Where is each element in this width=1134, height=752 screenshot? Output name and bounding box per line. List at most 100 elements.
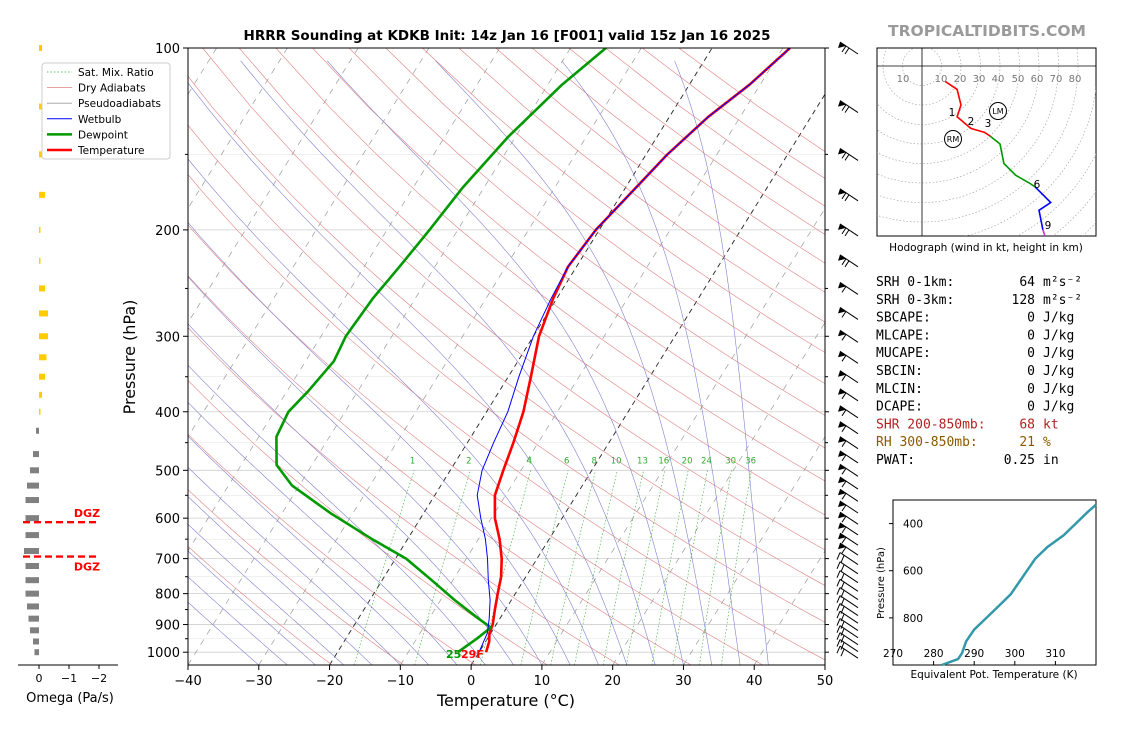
wind-barb-feather [845,230,849,236]
omega-x-tick-label: −2 [91,672,107,685]
legend-entry: Wetbulb [78,114,122,126]
moist-adiabat-line [241,61,655,665]
mixing-ratio-label: 13 [637,457,648,467]
x-tick-label: 40 [746,674,763,689]
index-label: SBCAPE: [876,311,931,326]
isotherm-line [471,48,854,665]
legend-entry: Sat. Mix. Ratio [78,67,154,79]
wind-barb [837,553,858,565]
wind-barb-staff [840,389,858,401]
mixing-ratio-line [721,470,751,665]
wind-barb-feather [837,571,840,578]
wind-barb [838,189,858,201]
hodograph-rm-label: RM [947,135,960,144]
hodograph-ring-label: 70 [1050,74,1063,85]
surface-dewpoint-label: 25 [446,648,461,661]
index-label: SRH 0-1km: [876,275,954,290]
legend-entry: Dry Adiabats [78,83,146,95]
wind-barb-staff [840,464,858,476]
mixing-ratio-label: 10 [611,457,622,467]
wind-barb [837,571,858,583]
y-tick-label: 300 [155,330,180,345]
isotherm-line [542,48,925,665]
index-value: 0 [1027,346,1035,361]
omega-bar [33,638,39,644]
index-unit: J/kg [1043,311,1074,326]
wind-barb-staff [840,351,858,363]
wind-barb-staff [840,282,858,294]
wind-barb-feather [837,640,840,647]
wind-barb-staff [840,543,858,555]
dry-adiabat-line [129,48,906,665]
index-label: MLCIN: [876,382,923,397]
wind-barb-staff [840,406,858,418]
x-tick-label: 50 [817,674,834,689]
omega-x-tick-label: 0 [36,672,43,685]
omega-x-axis-label: Omega (Pa/s) [26,691,114,706]
omega-bar [39,258,41,264]
hodograph-height-label: 6 [1034,179,1041,191]
isotherm-line [330,48,713,665]
x-tick-label: −20 [316,674,343,689]
wind-barb [838,224,858,236]
isotherm-line [259,48,642,665]
y-tick-label: 600 [155,512,180,527]
wind-barb-feather [842,311,846,317]
wind-barb-feather [842,334,846,340]
wind-barb-feather [842,537,846,543]
index-label: SBCIN: [876,364,923,379]
omega-bar [39,285,45,291]
omega-bar [39,354,47,360]
wind-barb-feather [842,441,846,447]
omega-bar [26,591,40,597]
wind-barb [838,255,858,267]
x-tick-label: 10 [534,674,551,689]
omega-bar [26,497,40,503]
omega-bar [39,409,41,415]
y-tick-label: 700 [155,553,180,568]
mixing-ratio-line [551,470,596,665]
index-label: MLCAPE: [876,328,931,343]
index-label: SHR 200-850mb: [876,417,986,432]
index-unit: m²s⁻² [1043,293,1082,308]
wind-barb-feather [845,261,849,267]
index-unit: J/kg [1043,364,1074,379]
wind-barb [838,512,858,524]
wind-barb [838,351,858,363]
moist-adiabat-line [172,61,627,665]
wind-barb-feather [842,152,846,158]
index-value: 0 [1027,400,1035,415]
wind-barb-staff [840,501,858,513]
y-tick-label: 400 [155,406,180,421]
wind-barb-feather [841,649,844,656]
index-label: MUCAPE: [876,346,931,361]
wind-barb-staff [840,512,858,524]
mixing-ratio-line [603,470,643,665]
omega-bar [36,428,39,434]
mixing-ratio-label: 4 [527,457,532,467]
index-value: 0 [1027,311,1035,326]
index-label: SRH 0-3km: [876,293,954,308]
index-unit: m²s⁻² [1043,275,1082,290]
mixing-ratio-label: 6 [564,457,569,467]
index-label: RH 300-850mb: [876,435,978,450]
surface-label: 25 29F [446,648,484,661]
wind-barb-feather [842,259,846,265]
wind-barb-feather [837,588,840,595]
omega-bar [39,392,42,398]
isotherm-line [117,48,500,665]
mixing-ratio-label: 16 [658,457,669,467]
wind-barb-feather [842,46,846,52]
skewt-y-axis-label: Pressure (hPa) [120,300,139,415]
wind-barb-staff [840,477,858,489]
wind-barb-staff [840,437,858,449]
wind-barb [838,489,858,501]
index-value: 128 [1012,293,1035,308]
wind-barb [838,282,858,294]
omega-x-tick-label: −1 [61,672,77,685]
wind-barb-feather [842,426,846,432]
wind-barb-feather [837,619,840,626]
theta-e-x-tick-label: 290 [964,648,984,660]
omega-bar [26,563,40,569]
